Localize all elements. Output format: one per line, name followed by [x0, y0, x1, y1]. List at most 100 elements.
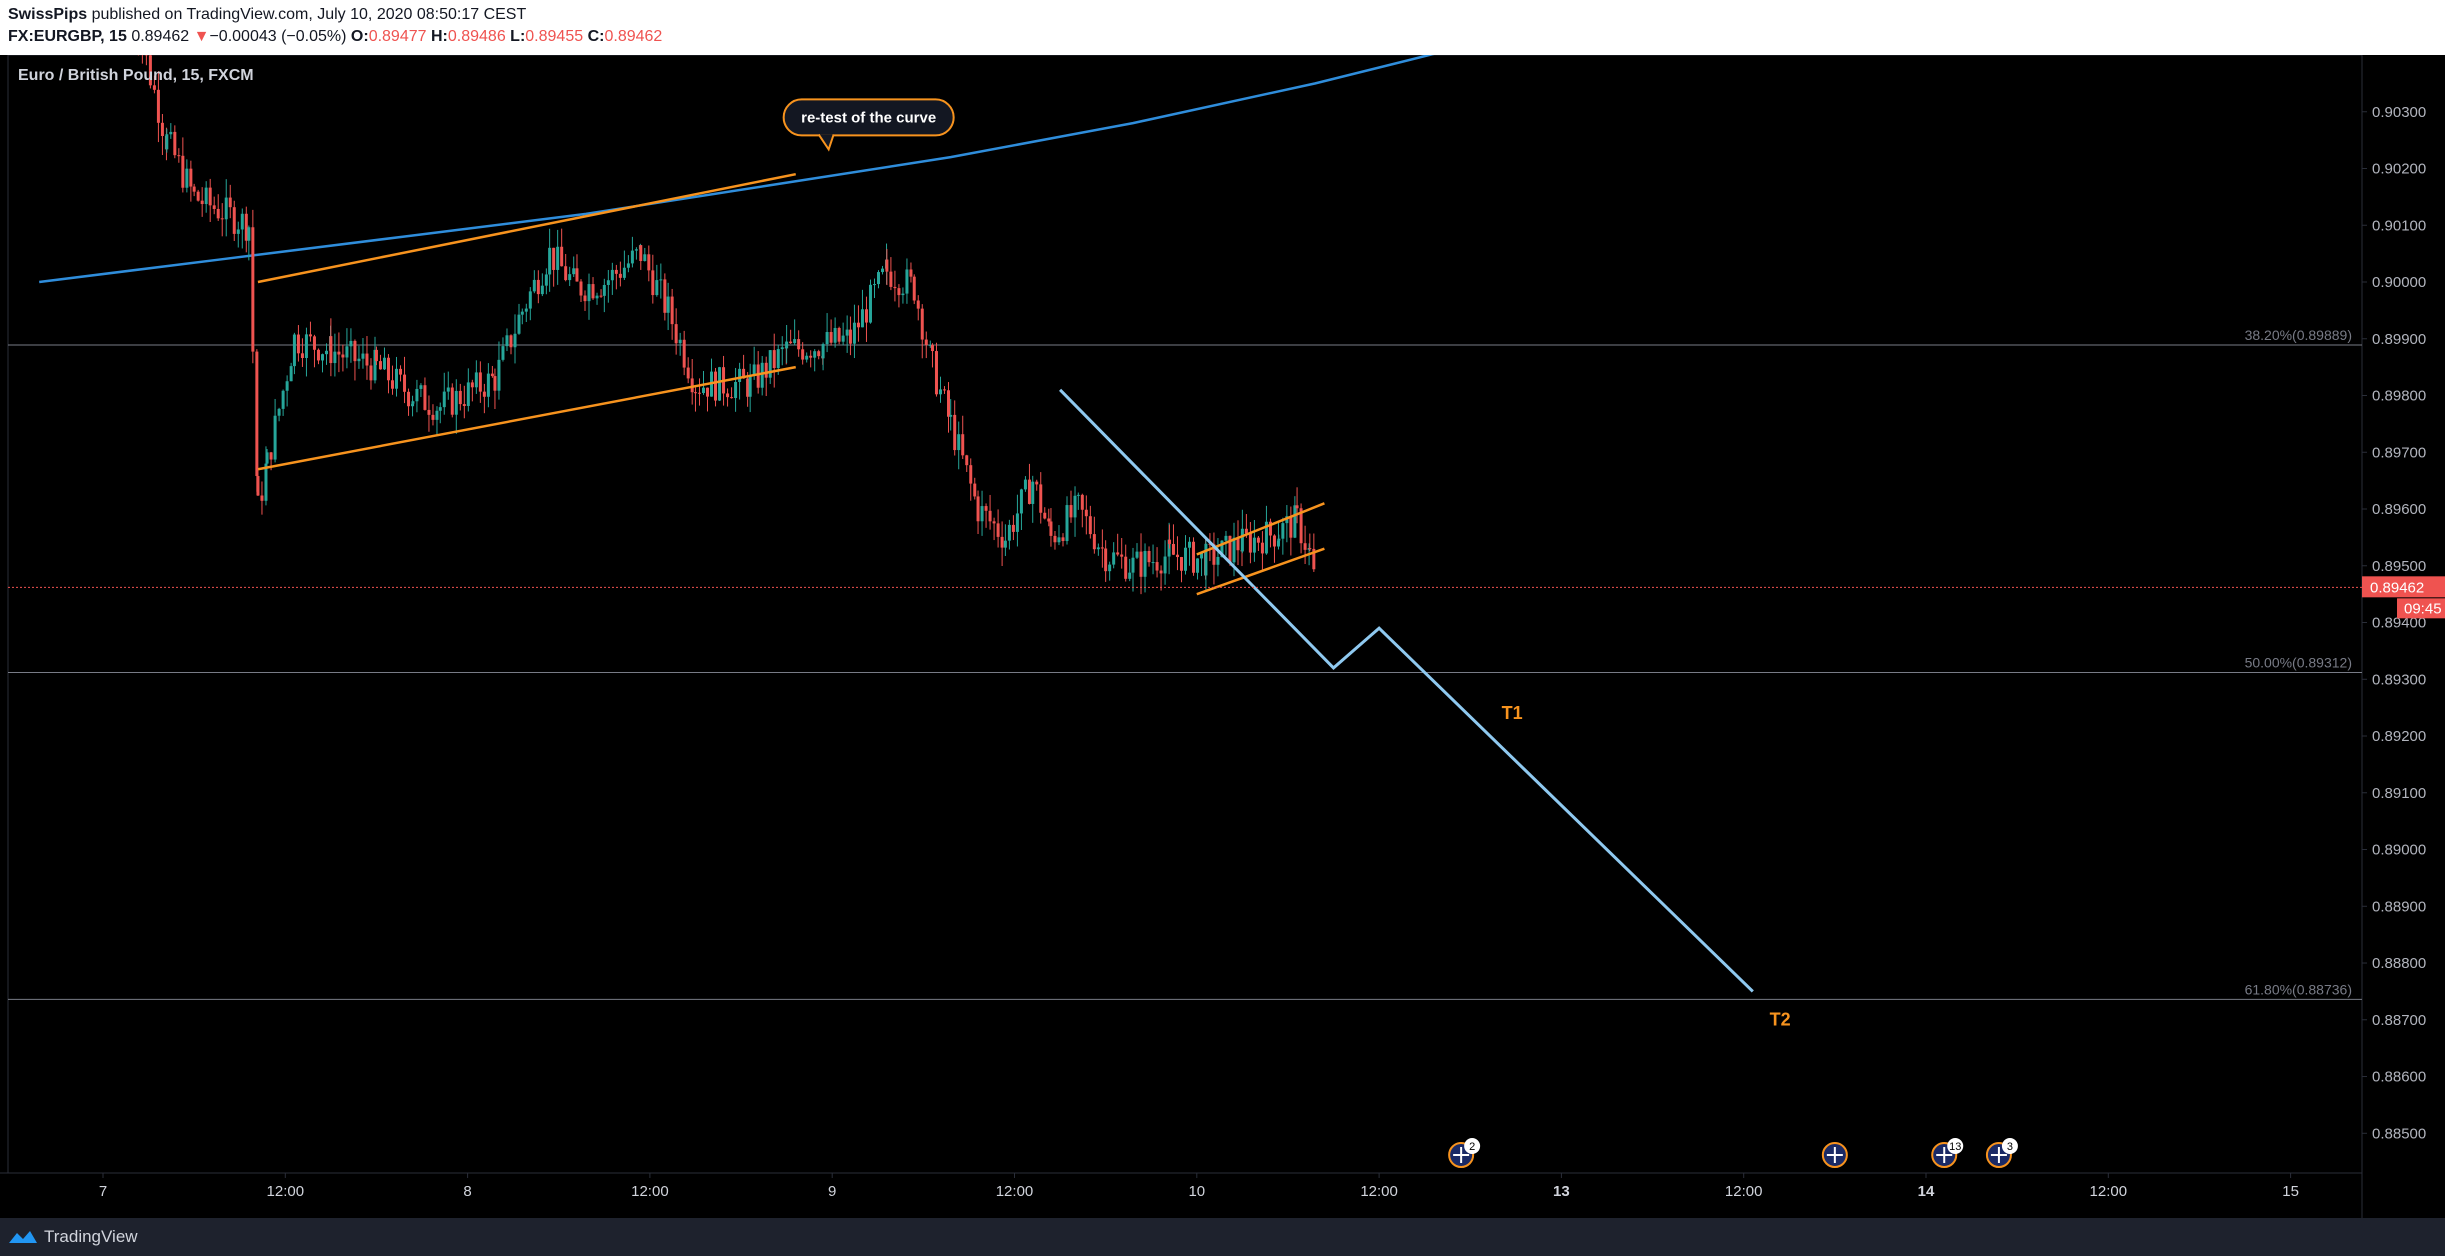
candle-body: [256, 476, 260, 496]
candle-body: [255, 351, 259, 477]
candle-body: [269, 452, 273, 460]
y-tick-label: 0.89300: [2372, 671, 2426, 688]
candle-body: [738, 368, 742, 382]
tradingview-logo[interactable]: TradingView: [8, 1227, 138, 1247]
candle-body: [655, 280, 659, 296]
candle-body: [785, 341, 789, 349]
candle-body: [466, 382, 470, 406]
channels[interactable]: [257, 172, 1325, 596]
candle-body: [247, 227, 251, 241]
candle-body: [292, 334, 296, 367]
candle-body: [942, 389, 946, 391]
candle-body: [905, 269, 909, 294]
chart-background: [0, 55, 2445, 1218]
candle-body: [442, 391, 446, 408]
candle-body: [316, 349, 320, 361]
candle-body: [591, 284, 595, 299]
candle-body: [382, 357, 386, 370]
candle-body: [860, 309, 864, 328]
candle-body: [373, 349, 377, 381]
candle-body: [809, 355, 813, 358]
candle-body: [1027, 479, 1031, 504]
candle-body: [643, 254, 647, 261]
target-label: T2: [1770, 1009, 1791, 1029]
candle-body: [1216, 556, 1220, 565]
event-count-badge: [1464, 1138, 1481, 1154]
x-tick-label: 12:00: [2090, 1183, 2128, 1200]
candle-body: [312, 336, 316, 350]
projection-line[interactable]: [1059, 388, 1754, 993]
candle-body: [1312, 548, 1316, 570]
candle-body: [872, 284, 876, 286]
candle-body: [742, 368, 746, 379]
candle-body: [965, 455, 969, 466]
callout-bubble[interactable]: [782, 98, 955, 137]
annotations[interactable]: T1 T2 re-test of the curve: [782, 98, 1791, 1029]
y-tick-label: 0.89600: [2372, 501, 2426, 518]
event-markers[interactable]: 2 13 3: [1448, 1138, 2018, 1168]
candle-body: [1065, 505, 1069, 542]
candle-body: [474, 372, 478, 388]
candle-body: [1163, 556, 1167, 574]
projection-path[interactable]: [1059, 388, 1754, 993]
candle-body: [595, 295, 599, 299]
curve-line[interactable]: [39, 19, 1553, 284]
candle-body: [365, 353, 369, 366]
candle-body: [497, 359, 501, 391]
channel-line-upper-2[interactable]: [1196, 502, 1325, 556]
candle-body: [992, 521, 996, 524]
y-tick-label: 0.88500: [2372, 1125, 2426, 1142]
price-chart[interactable]: 38.20%(0.89889) 50.00%(0.89312) 61.80%(0.8…: [0, 0, 2445, 1218]
candle-body: [1092, 534, 1096, 550]
candle-body: [173, 131, 177, 156]
candle-body: [536, 279, 540, 295]
candle-body: [181, 155, 185, 188]
candle-body: [1183, 547, 1187, 571]
event-count-label: 3: [2007, 1141, 2013, 1153]
candle-body: [772, 350, 776, 368]
candle-body: [805, 355, 809, 360]
symbol-label: FX:EURGBP, 15: [8, 28, 127, 45]
candle-body: [868, 284, 872, 323]
candle-body: [953, 414, 957, 451]
publisher-name[interactable]: SwissPips: [8, 6, 88, 23]
candle-body: [289, 366, 293, 382]
candle-body: [1289, 516, 1293, 538]
candle-body: [1204, 543, 1208, 576]
candle-body: [1011, 524, 1015, 532]
candle-body: [848, 329, 852, 344]
candle-body: [889, 271, 893, 287]
candle-body: [1248, 533, 1252, 553]
channel-line-lower-1[interactable]: [257, 365, 796, 471]
candle-body: [768, 350, 772, 378]
candle-body: [324, 350, 328, 355]
candle-body: [524, 308, 528, 312]
candle-body: [1188, 541, 1192, 548]
candle-body: [833, 327, 837, 343]
brand-name: TradingView: [44, 1227, 138, 1246]
candle-body: [220, 218, 224, 220]
y-tick-label: 0.89400: [2372, 615, 2426, 632]
blue-curve[interactable]: [39, 19, 1553, 284]
chart-area[interactable]: 38.20%(0.89889) 50.00%(0.89312) 61.80%(0.8…: [0, 0, 2445, 1218]
candle-body: [626, 263, 630, 268]
channel-line-lower-2[interactable]: [1196, 547, 1325, 596]
fib-retracement[interactable]: 38.20%(0.89889) 50.00%(0.89312) 61.80%(0.8…: [8, 327, 2362, 1000]
x-tick-label: 12:00: [996, 1183, 1034, 1200]
candle-body: [345, 346, 349, 358]
candle-body: [560, 246, 564, 267]
x-tick-label: 9: [828, 1183, 836, 1200]
candle-body: [726, 393, 730, 398]
fib-level-label: 50.00%(0.89312): [2245, 654, 2352, 670]
x-tick-label: 7: [99, 1183, 107, 1200]
candle-body: [513, 333, 517, 348]
candle-body: [897, 288, 901, 296]
candle-body: [1224, 535, 1228, 541]
channel-line-upper-1[interactable]: [257, 172, 796, 284]
candle-body: [618, 273, 622, 278]
candle-body: [333, 351, 337, 364]
candle-body: [930, 344, 934, 352]
change-down-icon: ▼: [193, 28, 210, 45]
candle-body: [192, 186, 196, 192]
candle-body: [1167, 539, 1171, 544]
